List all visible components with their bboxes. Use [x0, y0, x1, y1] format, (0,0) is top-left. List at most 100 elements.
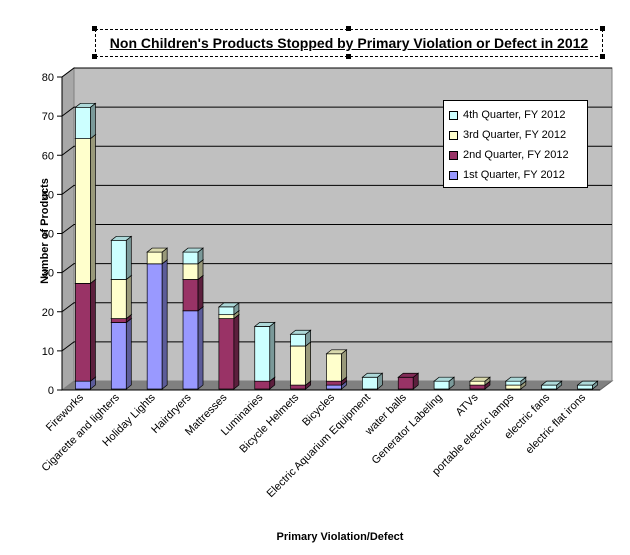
bar-top	[361, 372, 384, 378]
y-tick-label: 70	[42, 111, 54, 123]
legend-label: 4th Quarter, FY 2012	[463, 109, 566, 121]
bar-front	[75, 380, 91, 390]
bar-top	[397, 372, 420, 378]
selection-handle[interactable]	[92, 26, 97, 31]
bar-top	[217, 302, 240, 308]
bar-front	[182, 251, 199, 265]
bar-top	[540, 380, 563, 386]
bar-side	[341, 349, 347, 382]
selection-handle[interactable]	[600, 54, 605, 59]
selection-handle[interactable]	[346, 54, 351, 59]
bar-front	[397, 376, 414, 390]
bar-side	[125, 317, 132, 390]
selection-handle[interactable]	[92, 54, 97, 59]
bar-segment	[110, 274, 133, 320]
bar-top	[146, 247, 169, 253]
bar-segment	[289, 341, 312, 386]
legend-label: 1st Quarter, FY 2012	[463, 169, 565, 181]
gridline	[61, 145, 612, 156]
legend-item: 1st Quarter, FY 2012	[449, 165, 587, 185]
bar-front	[433, 380, 450, 390]
bar-segment	[289, 329, 312, 347]
bar-top	[576, 380, 599, 386]
bar-front	[290, 333, 306, 347]
bar-top	[182, 247, 205, 253]
bar-front	[254, 380, 271, 390]
bar-front	[326, 353, 342, 382]
selection-handle[interactable]	[600, 26, 605, 31]
y-tick-label: 10	[42, 346, 54, 358]
selection-handle[interactable]	[346, 26, 351, 31]
chart-title-box[interactable]: Non Children's Products Stopped by Prima…	[95, 29, 603, 57]
gridlines	[61, 67, 612, 352]
bar-side	[161, 259, 168, 390]
gridline	[61, 106, 612, 117]
bar-front	[75, 106, 91, 139]
gridline	[61, 224, 612, 234]
bar-side	[197, 274, 204, 312]
bar-side	[90, 278, 96, 382]
gridline	[61, 67, 612, 78]
bar-top	[468, 376, 491, 382]
legend-item: 4th Quarter, FY 2012	[449, 105, 587, 125]
bar-segment	[576, 380, 599, 390]
legend-swatch	[449, 110, 458, 120]
y-tick-label: 60	[42, 150, 54, 162]
gridline	[61, 263, 612, 274]
bar-front	[505, 384, 522, 390]
bar-segment	[433, 376, 456, 390]
bar-front	[146, 263, 163, 390]
bar-front	[326, 384, 342, 390]
chart-title: Non Children's Products Stopped by Prima…	[109, 35, 589, 51]
bar-front	[110, 239, 127, 280]
bar-segment	[182, 274, 205, 312]
y-tick-label: 0	[48, 385, 54, 397]
y-tick-labels: 0 10 20 30 40 50 60 70 80	[42, 72, 54, 397]
bar-side	[305, 341, 311, 386]
bar-side	[197, 306, 204, 390]
bar-segment	[325, 349, 348, 382]
bar-top	[325, 349, 348, 355]
bar-segment	[217, 302, 240, 316]
bar-front	[146, 251, 163, 265]
bar-top	[504, 376, 527, 382]
bar-front	[75, 283, 91, 382]
bar-side	[90, 102, 96, 140]
bar-segment	[540, 380, 563, 390]
bar-segment	[146, 259, 169, 390]
bar-segment	[182, 247, 205, 265]
bar-front	[290, 345, 306, 386]
gridline	[61, 302, 612, 313]
x-axis-label: Primary Violation/Defect	[276, 531, 404, 543]
y-tick-label: 80	[42, 72, 54, 84]
bar-side	[233, 313, 240, 390]
bar-top	[253, 322, 276, 327]
x-tick-label: ATVs	[454, 391, 481, 418]
bar-front	[254, 326, 271, 382]
legend-swatch	[449, 150, 458, 160]
legend-label: 3rd Quarter, FY 2012	[463, 129, 567, 141]
legend-label: 2nd Quarter, FY 2012	[463, 149, 569, 161]
bar-segment	[468, 376, 491, 386]
bar-side	[125, 235, 132, 281]
bar-front	[469, 380, 486, 386]
y-tick-label: 40	[42, 229, 54, 241]
bar-front	[218, 314, 235, 319]
bar-segment	[217, 313, 240, 390]
bar-top	[289, 329, 312, 335]
bar-front	[75, 138, 91, 284]
bar-front	[110, 279, 127, 319]
legend-swatch	[449, 130, 458, 140]
bar-front	[218, 306, 235, 316]
bar-top	[74, 102, 97, 108]
legend[interactable]: 4th Quarter, FY 2012 3rd Quarter, FY 2012…	[443, 100, 588, 188]
y-tick-label: 20	[42, 307, 54, 319]
bar-segment	[74, 278, 97, 382]
y-tick-label: 50	[42, 189, 54, 201]
y-tick-label: 30	[42, 268, 54, 280]
bar-front	[110, 322, 127, 390]
legend-swatch	[449, 170, 458, 180]
bar-front	[218, 318, 235, 390]
bar-segment	[361, 372, 384, 390]
